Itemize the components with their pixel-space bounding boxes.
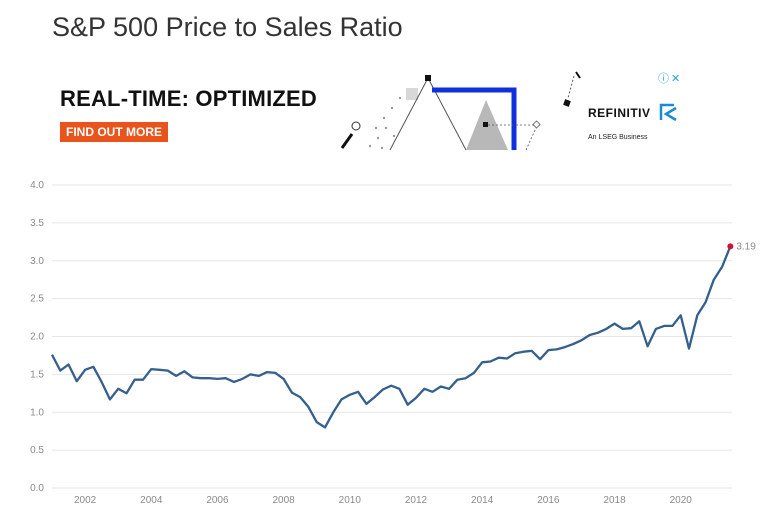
y-tick-label: 2.5 [30,294,44,305]
price-to-sales-chart: 0.0 0.5 1.0 1.5 2.0 2.5 3.0 3.5 4.0 2002 2004 2006… [30,180,756,506]
x-tick-label: 2002 [74,495,97,506]
refinitiv-logo-icon [659,103,677,122]
ad-grey-square [406,88,418,100]
y-axis-ticks: 0.0 0.5 1.0 1.5 2.0 2.5 3.0 3.5 4.0 [30,180,44,494]
ad-brand: REFINITIV [588,106,651,120]
y-tick-label: 4.0 [30,180,44,191]
y-tick-label: 3.5 [30,218,44,229]
ad-black-square [425,75,431,81]
x-axis-ticks: 2002 2004 2006 2008 2010 2012 2014 2016 2018 2020 [74,495,692,506]
x-tick-label: 2016 [537,495,560,506]
ad-banner[interactable]: REAL-TIME: OPTIMIZED FIND OUT MORE ⓘ ✕ RE… [50,66,700,158]
ad-blue-frame [432,87,517,150]
y-tick-label: 0.0 [30,483,44,494]
ad-brand-sub: An LSEG Business [588,134,648,141]
y-tick-label: 0.5 [30,445,44,456]
y-tick-label: 2.0 [30,332,44,343]
y-tick-label: 1.5 [30,369,44,380]
series-line [50,245,732,429]
pen-icon [340,133,354,149]
x-tick-label: 2006 [206,495,229,506]
ad-info[interactable]: ⓘ ✕ [658,70,680,86]
ad-headline: REAL-TIME: OPTIMIZED [60,86,317,111]
ad-dots [368,96,402,150]
x-tick-label: 2012 [405,495,428,506]
info-icon[interactable]: ⓘ [658,73,669,85]
x-tick-label: 2014 [471,495,494,506]
x-tick-label: 2008 [273,495,296,506]
x-tick-label: 2020 [670,495,693,506]
ad-pen-deco [563,71,581,107]
grid-lines [52,184,732,489]
close-icon[interactable]: ✕ [671,73,681,85]
x-tick-label: 2010 [339,495,362,506]
x-tick-label: 2004 [140,495,163,506]
page-title: S&P 500 Price to Sales Ratio [52,12,403,42]
end-point-marker [727,243,734,250]
find-out-more-button[interactable]: FIND OUT MORE [60,122,168,142]
end-value-label: 3.19 [736,241,756,252]
y-tick-label: 3.0 [30,256,44,267]
ad-dot-icon [351,121,361,131]
y-tick-label: 1.0 [30,407,44,418]
ad-small-square [483,122,488,127]
ad-diamond [532,120,541,129]
x-tick-label: 2018 [603,495,626,506]
ad-artwork [340,75,541,151]
